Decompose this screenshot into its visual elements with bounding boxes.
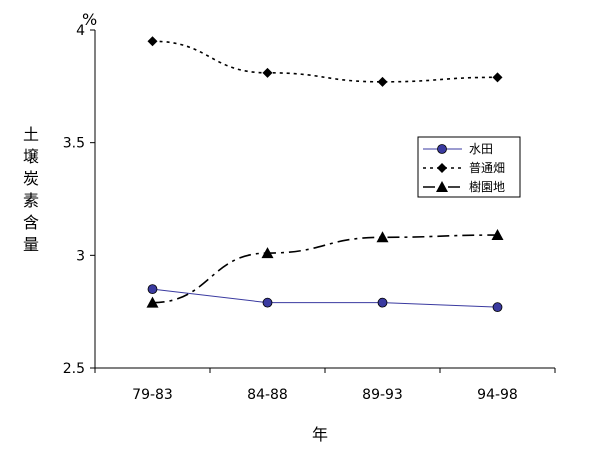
marker-legend: [437, 144, 447, 154]
y-unit-label: %: [82, 10, 97, 29]
x-tick-label: 79-83: [132, 387, 173, 403]
series-2: [147, 36, 503, 87]
marker-legend: [437, 163, 447, 173]
legend-entry: 樹園地: [423, 180, 505, 194]
y-tick-label: 4: [76, 23, 85, 39]
series-group: [146, 36, 504, 313]
x-ticks: 79-83 84-88 89-93 94-98: [94, 368, 556, 403]
marker-point: [376, 231, 389, 243]
marker-point: [377, 76, 388, 87]
marker-point: [261, 247, 274, 259]
y-axis-title: 土壌炭素含量: [23, 125, 39, 254]
legend-label: 普通畑: [469, 161, 505, 175]
marker-point: [377, 297, 388, 308]
marker-legend: [436, 181, 448, 192]
y-tick-label: 3.5: [63, 136, 85, 152]
marker-point: [146, 296, 159, 308]
series-line: [152, 40, 498, 83]
legend-label: 水田: [469, 142, 493, 156]
marker-point: [491, 229, 504, 241]
series-line: [152, 288, 498, 308]
series-line: [152, 234, 498, 304]
y-ticks: 2.5 3 3.5 4: [63, 23, 95, 377]
x-tick-label: 94-98: [477, 387, 518, 403]
marker-point: [492, 72, 503, 83]
legend-entry: 普通畑: [423, 161, 505, 175]
legend-label: 樹園地: [469, 180, 505, 194]
series-1: [147, 284, 503, 313]
x-axis-title: 年: [312, 425, 328, 444]
y-tick-label: 3: [76, 248, 85, 264]
x-tick-label: 89-93: [362, 387, 403, 403]
axes: [94, 30, 555, 369]
marker-point: [492, 302, 503, 313]
x-tick-label: 84-88: [247, 387, 288, 403]
series-3: [146, 229, 504, 308]
marker-point: [262, 297, 273, 308]
y-tick-label: 2.5: [63, 361, 85, 377]
marker-point: [147, 36, 158, 47]
marker-point: [262, 67, 273, 78]
marker-point: [147, 284, 158, 295]
legend-entry: 水田: [423, 142, 493, 156]
